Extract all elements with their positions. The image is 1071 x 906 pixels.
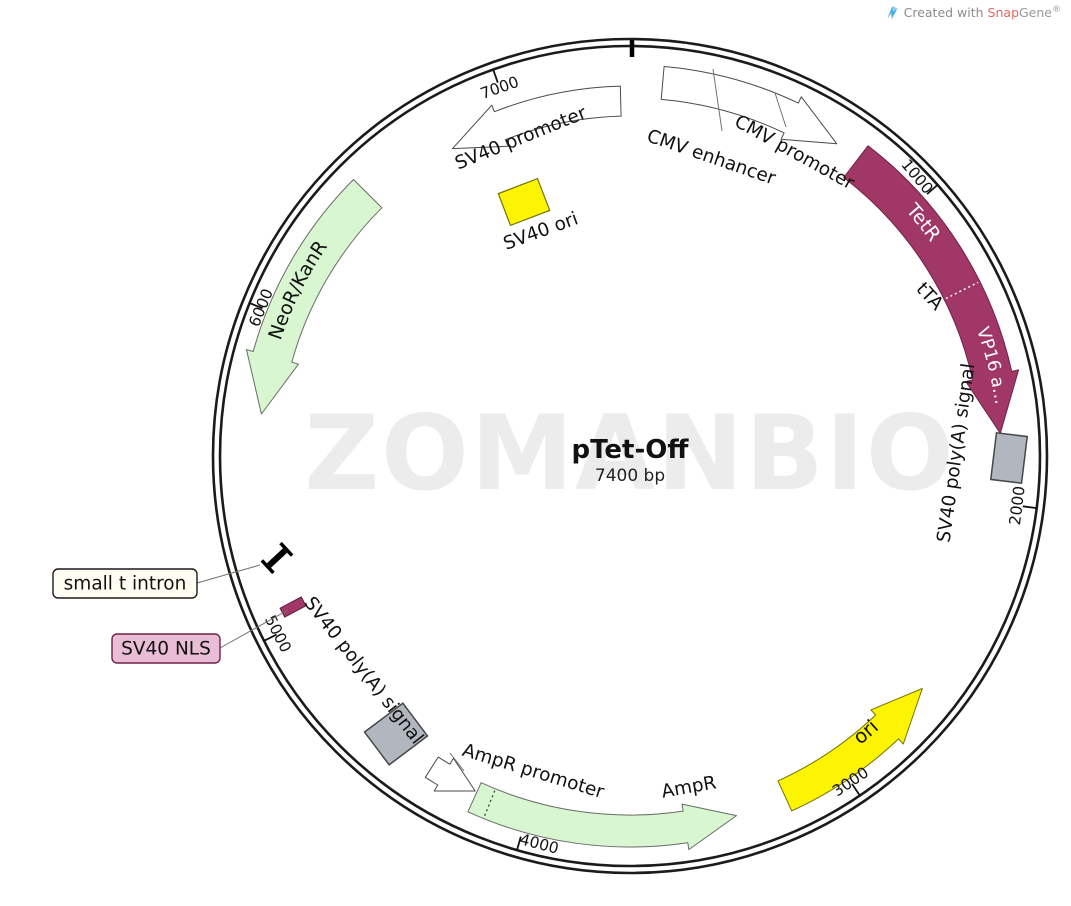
tick-label-7000: 7000 [478, 73, 521, 103]
cmv-promoter-leader [774, 92, 787, 128]
plasmid-backbone-outer [211, 37, 1049, 875]
credit-brand-snap: Snap [987, 5, 1019, 21]
ampr-promoter-leader [449, 752, 465, 772]
sv40-nls-leader [219, 609, 289, 649]
tick-label-5000: 5000 [261, 612, 295, 655]
ampr-arrow [467, 782, 737, 851]
small-t-intron-leader [196, 564, 261, 584]
tick-5000 [262, 633, 277, 643]
credit-registered-mark: ® [1052, 5, 1061, 15]
tick-7000 [491, 68, 499, 84]
watermark: ZOMANBIO [304, 394, 955, 514]
sv40-ori-box [497, 177, 551, 227]
sv40-polya-box-left [363, 702, 429, 766]
small-t-intron-label-box [52, 568, 198, 599]
sv40-polya-box-left-rect [363, 702, 429, 766]
snapgene-credit: Created with SnapGene® [885, 5, 1061, 20]
sv40-promoter-arrow [452, 85, 622, 150]
tick-label-2000: 2000 [1006, 485, 1029, 526]
small-t-intron-label: small t intron [52, 568, 198, 599]
sv40-polya-left-label: SV40 poly(A) signal [300, 593, 428, 748]
tick-4000 [515, 836, 522, 852]
sv40-ori-box-rect [497, 177, 551, 227]
sv40-nls-label-box [111, 633, 221, 664]
neor-kanr-arrow [246, 179, 383, 415]
tetr-vp16-separator [945, 281, 979, 300]
plasmid-name: pTet-Off [572, 435, 690, 465]
cmv-enhancer-leader [712, 68, 723, 132]
tick-2000 [1022, 505, 1038, 510]
credit-brand-gene: Gene [1019, 5, 1052, 21]
ori-arrow [777, 688, 923, 812]
sv40-polya-box-right [989, 431, 1029, 485]
tick-6000 [248, 301, 263, 310]
ampr-label: AmpR [660, 772, 718, 802]
ampr-promoter-arrow [424, 756, 476, 792]
small-t-intron-label-text: small t intron [64, 574, 187, 595]
cmv-promoter-arrow [660, 66, 838, 145]
tick-1000 [926, 183, 939, 195]
credit-text: Created with SnapGene® [904, 5, 1061, 20]
small-t-intron-symbol [260, 541, 294, 575]
sv40-nls-label-text: SV40 NLS [121, 639, 211, 660]
sv40-polya-box-right-rect [989, 431, 1029, 485]
sv40-nls-label: SV40 NLS [111, 633, 221, 664]
plasmid-size: 7400 bp [595, 466, 665, 486]
tick-3000 [851, 783, 862, 797]
credit-prefix: Created with [903, 5, 988, 21]
snapgene-logo-icon [887, 6, 898, 20]
